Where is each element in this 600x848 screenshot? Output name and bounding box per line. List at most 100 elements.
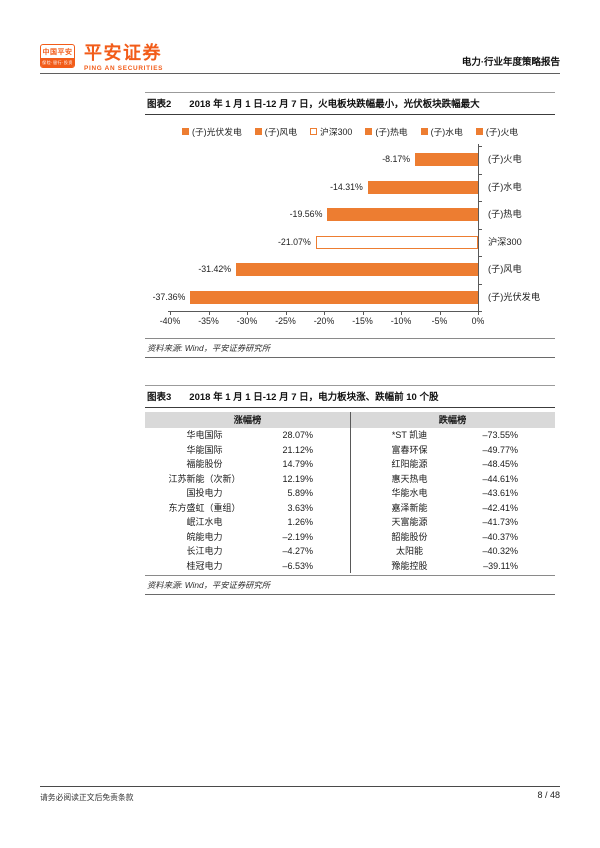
gainer-cell-group: 华电国际 28.07% — [145, 428, 350, 443]
x-axis-tick — [208, 311, 210, 315]
gainer-cell-group: 岷江水电 1.26% — [145, 515, 350, 530]
gainer-value: 3.63% — [287, 502, 313, 513]
figure-3-title-bar: 图表3 2018 年 1 月 1 日-12 月 7 日，电力板块涨、跌幅前 10… — [145, 385, 555, 408]
gainer-value: –4.27% — [282, 546, 313, 556]
gainers-column-header: 涨幅榜 — [233, 415, 262, 425]
badge-title: 中国平安 — [42, 49, 73, 56]
y-axis-tick — [478, 146, 482, 147]
table-row: 东方盛虹（重组） 3.63% 嘉泽新能 –42.41% — [145, 501, 555, 516]
chart-bar — [367, 180, 478, 194]
pingan-logo: 中国平安 保险·银行·投资 平安证券 PING AN SECURITIES — [40, 44, 163, 72]
gainer-name: 桂冠电力 — [186, 560, 223, 571]
y-axis-tick — [478, 228, 482, 230]
loser-value: –40.37% — [482, 531, 518, 542]
gainer-value: –2.19% — [282, 531, 313, 542]
gainer-name: 东方盛虹（重组） — [168, 502, 241, 513]
gainer-value: –6.53% — [282, 560, 313, 571]
gainer-value: 5.89% — [287, 488, 313, 498]
x-axis-tick-label: 0% — [471, 316, 485, 326]
header-divider — [40, 73, 560, 74]
loser-name: 华能水电 — [391, 488, 428, 498]
figure-3-source: 资料来源: Wind，平安证券研究所 — [145, 575, 555, 595]
legend-label: (子)热电 — [375, 127, 408, 137]
gainer-value: 1.26% — [287, 517, 313, 527]
loser-cell-group: *ST 凯迪 –73.55% — [350, 428, 555, 443]
bar-category-label: (子)风电 — [488, 264, 522, 275]
figure-3-label: 图表3 — [147, 392, 172, 403]
chart-bar — [190, 290, 478, 304]
loser-cell-group: 嘉泽新能 –42.41% — [350, 501, 555, 516]
gainer-cell-group: 国投电力 5.89% — [145, 486, 350, 501]
bar-value-label: -21.07% — [278, 236, 311, 247]
gainer-value: 21.12% — [282, 444, 313, 455]
legend-swatch-icon — [310, 128, 318, 135]
x-axis-tick-label: -40% — [159, 316, 181, 326]
report-type-title: 电力·行业年度策略报告 — [461, 57, 560, 68]
bar-category-label: (子)水电 — [488, 181, 522, 192]
figure-3-block: 图表3 2018 年 1 月 1 日-12 月 7 日，电力板块涨、跌幅前 10… — [145, 385, 555, 595]
loser-value: –44.61% — [482, 473, 518, 484]
bar-category-label: 沪深300 — [488, 236, 522, 247]
y-axis-tick — [478, 283, 482, 285]
x-axis-tick-label: -25% — [275, 316, 296, 326]
x-axis-tick — [401, 311, 402, 315]
gainer-name: 皖能电力 — [186, 531, 223, 542]
legend-label: (子)水电 — [430, 127, 463, 137]
table-row: 长江电力 –4.27% 太阳能 –40.32% — [145, 544, 555, 559]
chart-bar — [327, 208, 478, 222]
table-column-divider — [350, 412, 351, 573]
brand-text: 平安证券 PING AN SECURITIES — [84, 44, 163, 72]
table-row: 桂冠电力 –6.53% 豫能控股 –39.11% — [145, 559, 555, 574]
gainer-cell-group: 东方盛虹（重组） 3.63% — [145, 501, 350, 516]
gainer-name: 华电国际 — [186, 430, 223, 440]
legend-label: (子)风电 — [264, 127, 298, 137]
gainer-cell-group: 华能国际 21.12% — [145, 443, 350, 458]
gainer-value: 12.19% — [282, 473, 313, 484]
x-axis-tick — [478, 311, 479, 315]
y-axis-tick — [478, 256, 482, 257]
stocks-table: 涨幅榜 跌幅榜 华电国际 28.07% *ST 凯迪 –73.55% 华能国际 21.12… — [145, 412, 555, 573]
loser-cell-group: 太阳能 –40.32% — [350, 544, 555, 559]
x-axis-tick-label: -20% — [313, 316, 335, 326]
loser-value: –43.61% — [482, 488, 518, 498]
legend-swatch-icon — [254, 128, 262, 135]
loser-name: 红阳能源 — [391, 459, 428, 469]
table-row: 江苏新能（次新） 12.19% 惠天热电 –44.61% — [145, 472, 555, 487]
y-axis-tick — [478, 201, 482, 202]
legend-label: (子)光伏发电 — [191, 127, 242, 137]
legend-label: 沪深300 — [320, 127, 353, 137]
bar-chart: -40% -35% -30% -25% -20% -15% -10% -5% 0% -8.17% (… — [145, 144, 555, 332]
table-row: 国投电力 5.89% 华能水电 –43.61% — [145, 486, 555, 501]
loser-cell-group: 天富能源 –41.73% — [350, 515, 555, 530]
gainer-name: 江苏新能（次新） — [168, 473, 241, 484]
gainer-name: 福能股份 — [186, 459, 223, 469]
losers-column-header: 跌幅榜 — [438, 415, 467, 425]
bar-value-label: -19.56% — [289, 209, 323, 220]
x-axis-tick-label: -15% — [352, 316, 373, 326]
x-axis-tick — [247, 311, 248, 315]
table-row: 皖能电力 –2.19% 韶能股份 –40.37% — [145, 530, 555, 545]
loser-cell-group: 豫能控股 –39.11% — [350, 559, 555, 574]
badge-tagline: 保险·银行·投资 — [41, 58, 74, 67]
legend-swatch-icon — [475, 128, 483, 135]
bar-value-label: -31.42% — [198, 264, 232, 275]
bar-category-label: (子)火电 — [488, 154, 522, 165]
gainer-name: 岷江水电 — [186, 517, 223, 527]
loser-value: –48.45% — [482, 459, 518, 469]
figure-3-caption: 2018 年 1 月 1 日-12 月 7 日，电力板块涨、跌幅前 10 个股 — [189, 392, 439, 403]
figure-2-label: 图表2 — [147, 99, 172, 110]
x-axis-tick — [362, 311, 364, 315]
page-number: 8 / 48 — [537, 790, 560, 800]
legend-swatch-icon — [420, 128, 428, 135]
loser-value: –39.11% — [483, 560, 518, 571]
loser-name: 韶能股份 — [391, 531, 428, 542]
figure-2-title-bar: 图表2 2018 年 1 月 1 日-12 月 7 日，火电板块跌幅最小，光伏板… — [145, 92, 555, 115]
chart-bar — [415, 153, 478, 167]
loser-cell-group: 华能水电 –43.61% — [350, 486, 555, 501]
loser-name: 惠天热电 — [391, 473, 428, 484]
legend-item: (子)水电 — [420, 125, 463, 138]
pingan-badge-icon: 中国平安 保险·银行·投资 — [40, 44, 75, 68]
gainer-cell-group: 福能股份 14.79% — [145, 457, 350, 472]
page-header: 中国平安 保险·银行·投资 平安证券 PING AN SECURITIES 电力… — [40, 42, 560, 76]
